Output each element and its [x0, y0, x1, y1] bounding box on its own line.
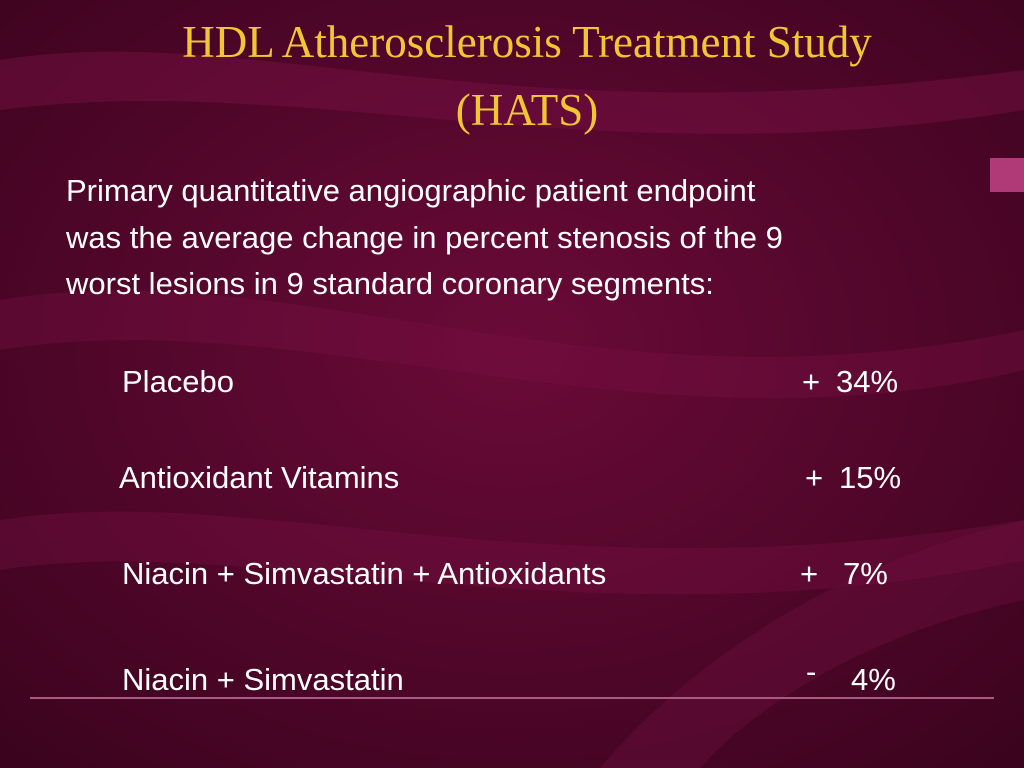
intro-line: Primary quantitative angiographic patien… — [66, 173, 756, 208]
row-label: Niacin + Simvastatin — [122, 662, 404, 697]
row-sign: + — [800, 556, 819, 591]
row-label: Niacin + Simvastatin + Antioxidants — [122, 556, 607, 591]
intro-line: was the average change in percent stenos… — [66, 220, 783, 255]
row-value: 4% — [851, 662, 896, 697]
row-sign: + — [802, 364, 821, 399]
row-sign: + — [805, 460, 824, 495]
title: (HATS) — [455, 85, 599, 135]
row-value: 7% — [843, 556, 888, 591]
title: HDL Atherosclerosis Treatment Study — [182, 17, 872, 67]
row-value: 15% — [839, 460, 902, 495]
intro-line: worst lesions in 9 standard coronary seg… — [66, 266, 714, 301]
row-value: 34% — [836, 364, 899, 399]
row-label: Placebo — [122, 364, 235, 399]
row-label: Antioxidant Vitamins — [119, 460, 400, 495]
row-sign: - — [806, 654, 817, 689]
